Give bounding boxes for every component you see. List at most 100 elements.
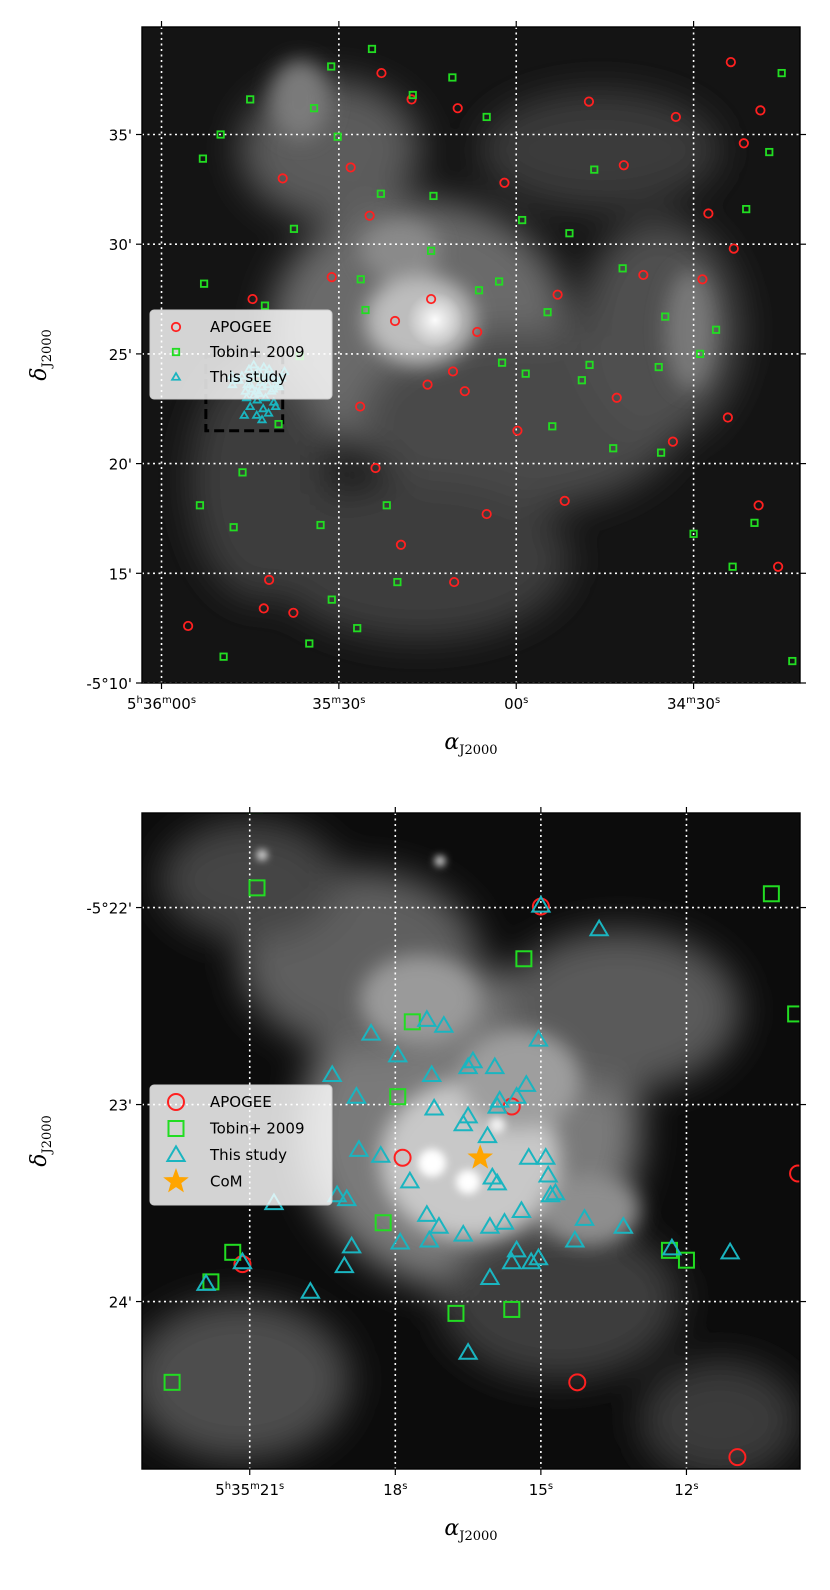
data-point <box>327 595 336 604</box>
data-point <box>540 1184 561 1203</box>
data-point <box>316 520 325 530</box>
data-point <box>393 577 402 587</box>
series-tobin-2009 <box>163 813 800 1391</box>
data-point <box>389 315 401 327</box>
legend-marker <box>170 321 182 333</box>
x-tick-label: 12s <box>674 1481 698 1499</box>
data-point <box>333 1255 355 1274</box>
data-point <box>565 229 574 238</box>
data-point <box>370 1145 392 1163</box>
data-point <box>382 501 391 510</box>
data-point <box>447 1304 465 1322</box>
y-tick-label: 24' <box>109 1294 132 1312</box>
data-point <box>457 1105 479 1124</box>
data-point <box>548 422 557 431</box>
data-point <box>326 1184 348 1203</box>
legend-label: Tobin+ 2009 <box>209 1120 305 1138</box>
data-point <box>638 269 649 281</box>
data-point <box>356 275 365 284</box>
data-point <box>393 1148 412 1167</box>
data-point <box>389 1088 407 1106</box>
data-point <box>535 1147 557 1165</box>
data-point <box>545 1182 566 1201</box>
data-point <box>270 401 281 411</box>
y-tick-label: 25' <box>109 346 132 364</box>
legend-marker <box>167 1120 185 1137</box>
legend-marker <box>165 1144 187 1163</box>
data-point <box>183 620 194 632</box>
data-point <box>376 189 385 198</box>
data-point <box>728 1448 747 1467</box>
data-point <box>777 68 786 78</box>
data-point <box>497 358 507 367</box>
data-point <box>661 1237 683 1256</box>
data-point <box>467 1144 494 1169</box>
data-point <box>387 1044 409 1063</box>
data-point <box>484 1056 506 1075</box>
data-point <box>742 205 751 214</box>
legend-label: This study <box>209 1146 287 1164</box>
y-axis-label: δJ2000 <box>27 1115 55 1167</box>
data-point <box>515 1074 537 1092</box>
legend-entry: This study <box>170 368 287 386</box>
data-point <box>452 103 463 114</box>
legend-entry: CoM <box>163 1168 243 1193</box>
data-point <box>251 409 262 419</box>
data-point <box>559 495 570 506</box>
data-point <box>474 286 484 295</box>
data-point <box>695 349 705 359</box>
data-points <box>163 813 800 1467</box>
data-point <box>395 539 407 550</box>
data-point <box>239 409 250 419</box>
data-point <box>477 1125 498 1144</box>
x-tick-label: 5h36m00s <box>127 695 196 713</box>
y-tick-label: -5°10' <box>86 675 132 693</box>
data-point <box>449 576 460 588</box>
data-point <box>300 1281 321 1299</box>
legend: APOGEE Tobin+ 2009 This study CoM <box>149 1084 333 1206</box>
data-point <box>238 468 247 477</box>
x-axis-label: αJ2000 <box>444 730 497 758</box>
data-point <box>494 277 504 286</box>
data-point <box>755 105 766 116</box>
data-point <box>654 362 663 372</box>
data-point <box>429 191 438 201</box>
data-point <box>426 246 436 255</box>
data-point <box>543 308 552 317</box>
y-tick-label: -5°22' <box>86 900 132 918</box>
legend-entry: Tobin+ 2009 <box>167 1120 305 1138</box>
legend-marker <box>170 371 182 381</box>
data-point <box>277 173 288 184</box>
data-point <box>224 1243 242 1261</box>
data-point <box>216 130 225 139</box>
data-point <box>360 1023 382 1041</box>
data-point <box>264 574 275 585</box>
data-point <box>489 1090 511 1108</box>
data-point <box>346 1086 367 1104</box>
legend-marker <box>167 1093 185 1111</box>
tick-labels: 5h36m00s 35m30s 00s 34m30s -5°10' 15' 20' 25' 30… <box>86 21 806 713</box>
data-point <box>309 104 319 113</box>
data-point <box>370 462 381 474</box>
data-point <box>198 154 207 163</box>
data-point <box>355 401 366 412</box>
data-point <box>753 500 764 511</box>
data-point <box>503 1300 521 1318</box>
y-tick-label: 23' <box>109 1097 132 1115</box>
data-point <box>244 401 256 411</box>
data-point <box>333 132 342 141</box>
legend-marker <box>163 1168 189 1193</box>
data-point <box>258 603 269 614</box>
data-point <box>656 448 666 457</box>
data-point <box>353 624 362 633</box>
data-point <box>448 73 457 82</box>
legend-marker <box>171 347 181 357</box>
series-apogee <box>183 57 784 632</box>
data-point <box>719 1241 741 1260</box>
data-point <box>256 414 268 424</box>
data-point <box>423 1097 445 1116</box>
data-point <box>327 62 336 71</box>
data-point <box>728 243 739 254</box>
data-point <box>506 1086 527 1104</box>
data-point <box>459 386 470 397</box>
